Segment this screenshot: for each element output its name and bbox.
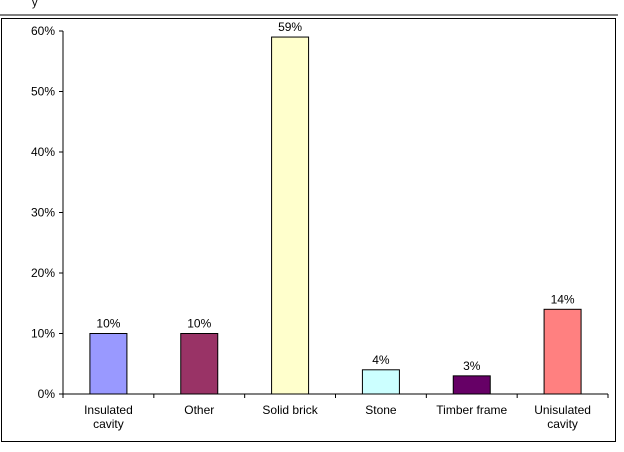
- y-tick-label: 60%: [31, 24, 55, 38]
- y-tick-label: 0%: [38, 387, 56, 401]
- data-label: 14%: [551, 292, 575, 306]
- data-label: 3%: [463, 359, 481, 373]
- data-labels: 10% 10% 59% 4% 3% 14%: [96, 20, 575, 373]
- header-fragment-text: y: [32, 0, 38, 9]
- bar: [180, 333, 219, 395]
- bar: [452, 375, 491, 395]
- y-axis-ticks: 0% 10% 20% 30% 40% 50% 60%: [31, 24, 63, 401]
- bar: [89, 333, 128, 395]
- y-tick-label: 40%: [31, 145, 55, 159]
- bar: [361, 369, 400, 395]
- y-tick-label: 20%: [31, 266, 55, 280]
- category-label: Stone: [365, 403, 397, 417]
- y-tick-label: 10%: [31, 327, 55, 341]
- category-label: Solid brick: [262, 403, 318, 417]
- y-tick-label: 30%: [31, 206, 55, 220]
- category-label: Other: [184, 403, 214, 417]
- y-tick-label: 50%: [31, 85, 55, 99]
- bar: [271, 36, 310, 395]
- category-label: cavity: [93, 417, 124, 431]
- data-label: 10%: [187, 317, 211, 331]
- data-label: 10%: [96, 317, 120, 331]
- bar: [543, 308, 582, 395]
- data-label: 59%: [278, 20, 302, 34]
- category-label: cavity: [547, 417, 578, 431]
- axes: [62, 31, 609, 398]
- data-label: 4%: [372, 353, 390, 367]
- bars: [89, 36, 582, 395]
- chart-area-border: [1, 18, 616, 442]
- category-label: Timber frame: [436, 403, 507, 417]
- category-label: Insulated: [84, 403, 133, 417]
- category-label: Unisulated: [534, 403, 591, 417]
